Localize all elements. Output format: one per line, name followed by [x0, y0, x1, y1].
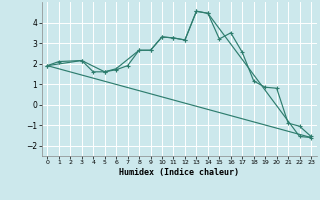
X-axis label: Humidex (Indice chaleur): Humidex (Indice chaleur)	[119, 168, 239, 177]
